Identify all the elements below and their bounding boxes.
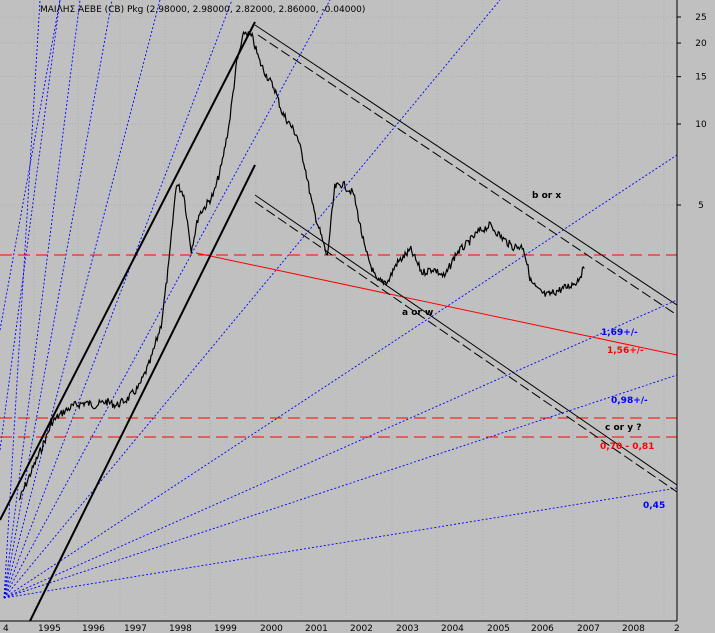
annotation-label: b or x <box>532 191 561 201</box>
x-tick-label: 1996 <box>82 624 105 633</box>
x-tick-label: 4 <box>3 624 9 633</box>
annotation-label: 1,56+/- <box>607 346 644 356</box>
x-tick-label: 2003 <box>396 624 419 633</box>
gann-fan-line <box>3 0 81 599</box>
trend-channel-line <box>29 164 256 622</box>
gann-fan-lines <box>0 0 678 599</box>
gann-fan-line <box>3 0 113 599</box>
y-tick-label: 15 <box>695 73 706 83</box>
x-tick-label: 2000 <box>260 624 283 633</box>
support-lines <box>0 252 678 438</box>
grid <box>0 0 677 621</box>
annotation-label: 0,70 - 0,81 <box>600 442 654 452</box>
gann-fan-line <box>3 487 678 599</box>
sloping-support-line <box>195 252 678 356</box>
x-tick-label: 2 <box>674 624 680 633</box>
x-tick-label: 2002 <box>350 624 373 633</box>
annotations: b or x a or w 1,69+/- 1,56+/- 0,98+/- c or y … <box>402 191 665 511</box>
x-tick-label: 2008 <box>622 624 645 633</box>
gann-fan-line <box>3 0 331 599</box>
x-tick-label: 2005 <box>487 624 510 633</box>
annotation-label: 1,69+/- <box>601 328 638 338</box>
y-tick-label: 10 <box>695 120 707 130</box>
x-tick-label: 2001 <box>305 624 328 633</box>
x-tick-label: 1998 <box>169 624 192 633</box>
annotation-label: 0,98+/- <box>611 396 648 406</box>
trend-channel-line <box>254 24 678 306</box>
trend-channel-line <box>0 21 256 521</box>
price-line <box>18 30 585 501</box>
price-series <box>18 30 585 501</box>
x-tick-label: 2006 <box>531 624 554 633</box>
gann-fan-line <box>3 0 161 599</box>
gann-fan-line <box>3 0 233 599</box>
x-tick-label: 2004 <box>441 624 464 633</box>
annotation-label: 0,45 <box>643 501 665 511</box>
y-tick-label: 5 <box>698 201 704 211</box>
y-tick-label: 25 <box>695 13 706 23</box>
gann-fan-line <box>3 0 501 599</box>
y-tick-label: 20 <box>695 39 707 49</box>
x-tick-label: 1997 <box>124 624 147 633</box>
x-tick-label: 1995 <box>38 624 61 633</box>
trend-channel-line <box>254 194 678 486</box>
chart-title: ΜΑΙΛΗΣ ΑΕΒΕ (CB) Pkg (2.98000, 2.98000, … <box>40 5 365 15</box>
x-tick-label: 1999 <box>214 624 237 633</box>
annotation-label: a or w <box>402 308 433 318</box>
gann-fan-line <box>3 299 678 599</box>
x-tick-label: 2007 <box>577 624 600 633</box>
annotation-label: c or y ? <box>605 423 641 433</box>
